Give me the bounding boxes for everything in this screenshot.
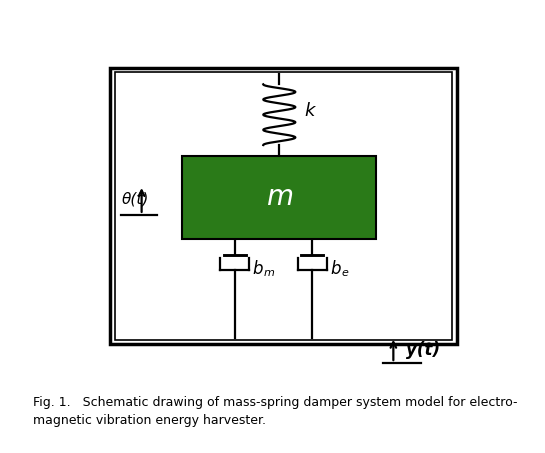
Bar: [182, 155, 377, 239]
Text: θ(t): θ(t): [122, 192, 149, 207]
Bar: [111, 68, 457, 344]
Text: y(t): y(t): [406, 341, 440, 359]
Text: b: b: [330, 260, 341, 278]
Text: b: b: [252, 260, 263, 278]
Text: k: k: [305, 102, 315, 120]
Text: e: e: [341, 269, 348, 279]
Text: m: m: [263, 269, 274, 279]
Bar: [115, 72, 452, 340]
Text: Fig. 1.   Schematic drawing of mass-spring damper system model for electro-: Fig. 1. Schematic drawing of mass-spring…: [33, 396, 517, 410]
Text: magnetic vibration energy harvester.: magnetic vibration energy harvester.: [33, 414, 266, 428]
Text: m: m: [266, 183, 293, 212]
